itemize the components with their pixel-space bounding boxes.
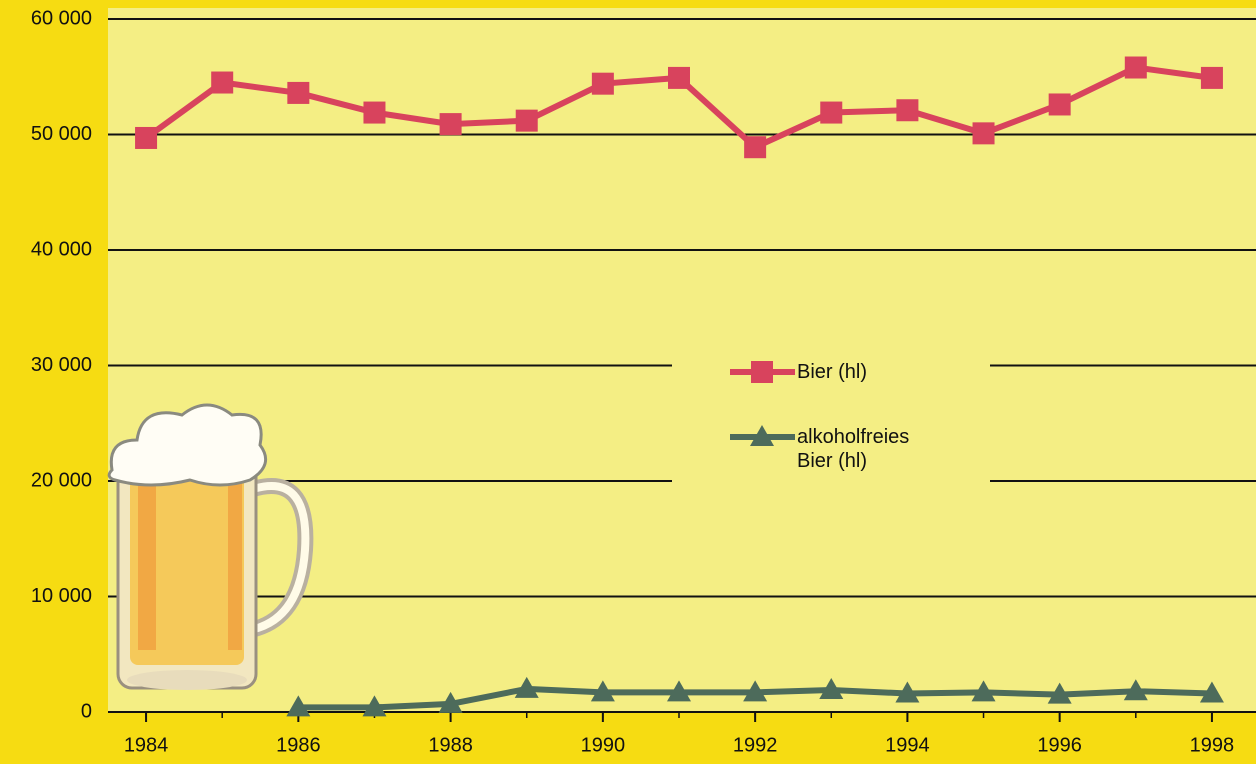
- page: 0 10 000 20 000 30 000 40 000 50 000 60 000 198…: [0, 0, 1256, 759]
- marker: [1201, 67, 1223, 89]
- y-tick-label: 40 000: [31, 238, 92, 260]
- y-tick-label: 20 000: [31, 469, 92, 491]
- marker: [896, 99, 918, 121]
- marker: [592, 73, 614, 95]
- marker: [668, 67, 690, 89]
- marker: [363, 102, 385, 124]
- x-tick-label: 1996: [1037, 734, 1082, 756]
- marker: [440, 113, 462, 135]
- y-tick-label: 60 000: [31, 7, 92, 29]
- x-tick-label: 1992: [733, 734, 778, 756]
- marker: [973, 122, 995, 144]
- x-tick-label: 1984: [124, 734, 169, 756]
- y-tick-label: 10 000: [31, 585, 92, 607]
- chart: 0 10 000 20 000 30 000 40 000 50 000 60 000 198…: [0, 0, 1256, 759]
- x-tick-label: 1994: [885, 734, 930, 756]
- legend-label: Bier (hl): [797, 360, 947, 384]
- marker: [820, 102, 842, 124]
- marker: [1125, 57, 1147, 79]
- y-tick-label: 30 000: [31, 354, 92, 376]
- marker: [1049, 93, 1071, 115]
- x-tick-label: 1986: [276, 734, 321, 756]
- y-tick-label: 50 000: [31, 123, 92, 145]
- marker: [287, 82, 309, 104]
- y-tick-label: 0: [81, 700, 92, 722]
- marker: [211, 72, 233, 94]
- x-tick-label: 1998: [1190, 734, 1235, 756]
- marker: [135, 127, 157, 149]
- marker: [516, 110, 538, 132]
- x-tick-label: 1988: [428, 734, 473, 756]
- marker: [751, 361, 773, 383]
- legend-label: alkoholfreies Bier (hl): [797, 425, 947, 473]
- x-tick-label: 1990: [581, 734, 626, 756]
- marker: [744, 136, 766, 158]
